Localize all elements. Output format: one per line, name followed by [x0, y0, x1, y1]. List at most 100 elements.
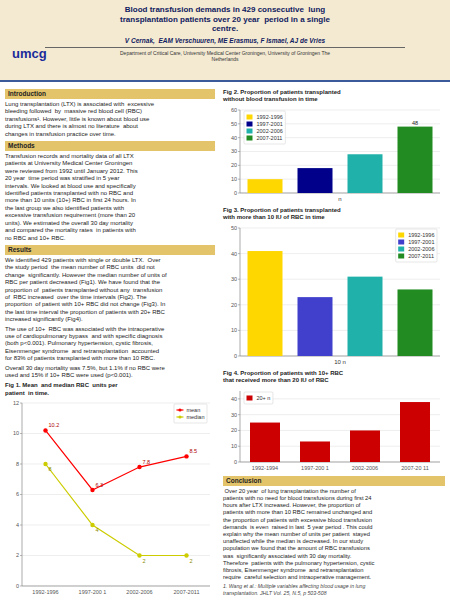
tick-label: 4: [16, 522, 19, 528]
tick-label: 60: [231, 107, 237, 113]
left-column: IntroductionLung transplantation (LTX) i…: [5, 86, 215, 597]
title-block: Blood transfusion demands in 429 consecu…: [0, 0, 450, 62]
marker: [90, 488, 94, 492]
tick-label: 6: [16, 492, 19, 498]
tick-label: 10: [13, 431, 19, 437]
content: IntroductionLung transplantation (LTX) i…: [0, 82, 450, 600]
legend-label: 2007-2011: [408, 253, 434, 259]
title: centre.: [0, 24, 450, 34]
grid-line: [22, 586, 210, 587]
legend: 1992-19961997-20012002-20062007-2011: [244, 111, 285, 144]
legend-box: [244, 392, 273, 404]
tick-label: 10: [231, 327, 237, 333]
separator: [45, 47, 405, 48]
bar: [248, 251, 283, 356]
tick-label: 2002-2006: [352, 464, 378, 470]
grid-line: [22, 403, 210, 404]
chart: 0102030401992-19941997-200 12002-2006200…: [223, 385, 445, 473]
chart-title: Fig 1. Mean and median RBC units per pat…: [5, 382, 215, 397]
legend-label: mean: [186, 407, 200, 413]
y-axis: [22, 403, 23, 586]
department: Department of Critical Care, University …: [0, 50, 450, 62]
legend-label: 1997-2001: [257, 121, 283, 127]
legend-swatch: [178, 409, 181, 412]
tick-label: 10: [231, 176, 237, 182]
grid-line: [22, 525, 210, 526]
legend-swatch: [398, 239, 404, 244]
authors: V Cernak, EAM Verschuuren, ME Erasmus, F…: [0, 37, 450, 44]
axis-label: 10 n: [334, 359, 346, 365]
grid-line: [22, 464, 210, 465]
tick-label: 1992-1994: [252, 464, 278, 470]
y-axis: [240, 228, 241, 356]
legend: 20+ n: [244, 392, 273, 404]
tick-label: 2007-20 11: [401, 464, 428, 470]
legend-swatch: [178, 416, 181, 419]
chart: 0102030405010 n1992-19961997-20012002-20…: [223, 222, 445, 367]
legend-label: 1992-1996: [408, 232, 434, 238]
tick-label: 40: [231, 396, 237, 402]
tick-label: 40: [231, 134, 237, 140]
title: Blood transfusion demands in 429 consecu…: [0, 5, 450, 15]
marker: [43, 428, 47, 432]
page: umcgBlood transfusion demands in 429 con…: [0, 0, 450, 600]
tick-label: 2007-2011: [174, 589, 200, 595]
grid-line: [240, 109, 440, 110]
chart-title: Fig 4. Proportion of patients with 10+ R…: [223, 370, 445, 385]
marker: [137, 465, 141, 469]
grid-line: [22, 494, 210, 495]
grid-line: [240, 227, 440, 228]
tick-label: 30: [231, 276, 237, 282]
tick-label: 0: [234, 190, 237, 196]
legend-label: 1992-1996: [257, 114, 283, 120]
data-label: 10.2: [49, 423, 60, 429]
plot-area: [43, 428, 188, 557]
data-label: 48: [412, 119, 418, 125]
y-axis: [240, 110, 241, 193]
bar: [298, 297, 333, 356]
reference: 1. Wang et al.: Multiple variables affec…: [223, 583, 445, 597]
tick-label: 0: [16, 583, 19, 589]
legend-label: median: [186, 414, 204, 420]
bar: [350, 430, 380, 462]
legend-label: 2002-2006: [408, 246, 434, 252]
grid-line: [22, 433, 210, 434]
tick-label: 2002-2006: [126, 589, 152, 595]
legend-swatch: [398, 246, 404, 251]
data-label: 4: [96, 527, 99, 533]
legend-swatch: [398, 253, 404, 258]
legend-swatch: [247, 121, 253, 126]
legend-box: [174, 404, 207, 423]
marker: [184, 554, 188, 558]
chart: 010203040506048n1992-19961997-20012002-2…: [223, 104, 445, 204]
tick-label: 30: [231, 411, 237, 417]
data-label: 7.8: [143, 459, 151, 465]
marker: [184, 454, 188, 458]
tick-label: 50: [231, 225, 237, 231]
chart-area: 0102030401992-19941997-200 12002-2006200…: [223, 385, 445, 473]
plot-area: [250, 402, 430, 462]
section-text: Overall 30 day mortality was 7.5%, but 1…: [5, 365, 215, 380]
legend-label: 2002-2006: [257, 128, 283, 134]
line: [46, 431, 187, 490]
legend-label: 1997-2001: [408, 239, 434, 245]
section-text: Lung transplantation (LTX) is associated…: [5, 101, 215, 138]
tick-label: 0: [234, 459, 237, 465]
tick-label: 12: [13, 400, 19, 406]
legend-swatch: [398, 232, 404, 237]
data-label: 8.5: [190, 449, 198, 455]
chart-title: Fig 3. Proportion of patients transplant…: [223, 207, 445, 222]
section-header: Results: [5, 245, 215, 255]
chart-area: 02468101210.26.37.88.584221992-19961997-…: [5, 397, 215, 597]
tick-label: 20: [231, 162, 237, 168]
tick-label: 2: [16, 553, 19, 559]
plot-area: [248, 126, 433, 192]
legend: meanmedian: [174, 404, 207, 423]
tick-label: 20: [231, 301, 237, 307]
tick-label: 40: [231, 250, 237, 256]
header: umcgBlood transfusion demands in 429 con…: [0, 0, 450, 82]
chart: 02468101210.26.37.88.584221992-19961997-…: [5, 397, 215, 597]
section-text: The use of 10+ RBC was associated with t…: [5, 326, 215, 363]
x-axis: [22, 586, 210, 587]
bar: [300, 441, 330, 462]
